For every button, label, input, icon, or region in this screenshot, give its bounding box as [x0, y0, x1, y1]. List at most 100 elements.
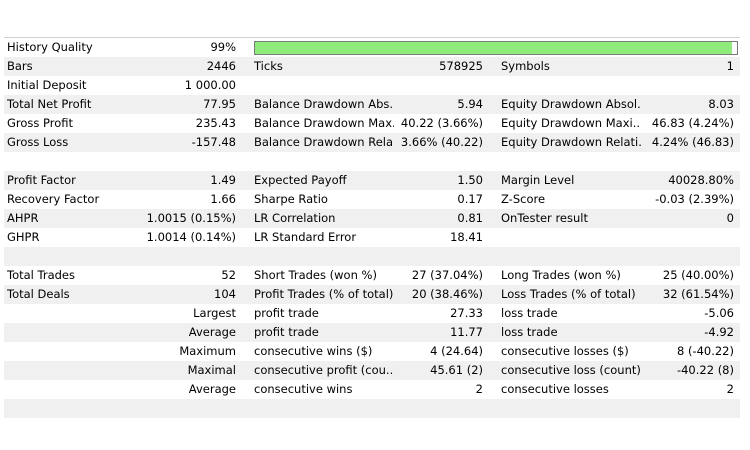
- report-cell-col2-value: [389, 247, 483, 266]
- report-cell-col3-label: [501, 76, 641, 95]
- report-row: Recovery Factor 1.66 Sharpe Ratio 0.17 Z-Sco…: [4, 190, 740, 209]
- report-cell-col3-value: 0: [726, 211, 734, 225]
- report-cell-col2-label: profit trade: [254, 306, 319, 320]
- report-cell-col3-label: Equity Drawdown Relati...: [501, 135, 641, 149]
- report-cell-col2-label: Short Trades (won %): [254, 268, 377, 282]
- report-row: Maximum consecutive wins ($) 4 (24.64) cons…: [4, 342, 740, 361]
- report-cell-col1-value: 1.66: [210, 192, 236, 206]
- report-cell-col3-value: 32 (61.54%): [662, 287, 734, 301]
- report-cell-col1-label: Bars: [7, 59, 33, 73]
- report-cell-col2-value: 3.66% (40.22): [400, 135, 483, 149]
- report-cell-col3-value: -5.06: [704, 306, 734, 320]
- report-cell-col3-label: [501, 228, 641, 247]
- report-cell-col1-value: Maximum: [179, 344, 236, 358]
- report-row: AHPR 1.0015 (0.15%) LR Correlation 0.81 OnTe…: [4, 209, 740, 228]
- history-quality-bar: [254, 41, 738, 55]
- report-cell-col2-value: [389, 152, 483, 171]
- report-cell-col2-label: [254, 152, 394, 171]
- report-cell-col2-label: Sharpe Ratio: [254, 192, 328, 206]
- report-row: Gross Loss -157.48 Balance Drawdown Rela..…: [4, 133, 740, 152]
- report-cell-col2-label: LR Standard Error: [254, 230, 357, 244]
- report-cell-col2-value: 45.61 (2): [430, 363, 483, 377]
- history-quality-label: History Quality: [7, 40, 93, 54]
- report-cell-col1-label: Initial Deposit: [7, 78, 87, 92]
- report-cell-col1-value: 52: [221, 268, 236, 282]
- report-cell-col1-value: 1.0014 (0.14%): [146, 230, 236, 244]
- report-cell-col3-label: Z-Score: [501, 192, 546, 206]
- report-cell-col3-label: consecutive losses ($): [501, 344, 629, 358]
- report-cell-col1-value: Average: [188, 325, 236, 339]
- report-cell-col1-value: 1.0015 (0.15%): [146, 211, 236, 225]
- report-cell-col2-label: consecutive wins: [254, 382, 353, 396]
- report-cell-col3-label: OnTester result: [501, 211, 588, 225]
- report-cell-col2-label: Balance Drawdown Abs...: [254, 97, 394, 111]
- report-cell-col1-label: Profit Factor: [7, 173, 76, 187]
- report-row: [4, 247, 740, 266]
- report-row: Bars 2446 Ticks 578925 Symbols 1: [4, 57, 740, 76]
- report-cell-col3-value: 40028.80%: [668, 173, 734, 187]
- report-cell-col2-value: 20 (38.46%): [411, 287, 483, 301]
- report-cell-col3-value: [636, 152, 734, 171]
- report-cell-col3-value: 25 (40.00%): [662, 268, 734, 282]
- report-cell-col2-value: 40.22 (3.66%): [400, 116, 483, 130]
- report-row: Maximal consecutive profit (cou... 45.61 (…: [4, 361, 740, 380]
- report-cell-col2-label: [254, 76, 394, 95]
- report-cell-col2-label: Balance Drawdown Rela...: [254, 135, 394, 149]
- report-cell-col1-value: 1.49: [210, 173, 236, 187]
- report-cell-col3-value: 8.03: [708, 97, 734, 111]
- report-cell-col2-value: 0.17: [457, 192, 483, 206]
- report-cell-col3-value: 2: [726, 382, 734, 396]
- report-cell-col1-label: Total Trades: [7, 268, 75, 282]
- report-cell-col1-label: Gross Profit: [7, 116, 74, 130]
- report-cell-col1-value: -157.48: [191, 135, 236, 149]
- report-row: Total Deals 104 Profit Trades (% of total)…: [4, 285, 740, 304]
- report-cell-col3-value: 8 (-40.22): [676, 344, 734, 358]
- report-cell-col2-value: 2: [475, 382, 483, 396]
- report-cell-col1-value: 104: [214, 287, 236, 301]
- report-cell-col3-value: [636, 399, 734, 418]
- report-cell-col3-value: [636, 228, 734, 247]
- report-cell-col1-value: 235.43: [195, 116, 236, 130]
- report-cell-col3-value: 1: [726, 59, 734, 73]
- report-cell-col3-value: [636, 247, 734, 266]
- report-row: [4, 399, 740, 418]
- report-cell-col3-value: -0.03 (2.39%): [655, 192, 734, 206]
- report-cell-col1-value: [104, 247, 236, 266]
- history-quality-bar-fill: [255, 42, 733, 54]
- report-cell-col2-value: [389, 76, 483, 95]
- report-cell-col1-value: Average: [188, 382, 236, 396]
- report-cell-col1-label: Gross Loss: [7, 135, 69, 149]
- report-cell-col3-label: Margin Level: [501, 173, 575, 187]
- report-cell-col3-label: consecutive loss (count): [501, 363, 641, 377]
- report-cell-col1-value: Largest: [193, 306, 236, 320]
- report-cell-col2-value: 4 (24.64): [430, 344, 483, 358]
- report-row: Total Net Profit 77.95 Balance Drawdown Ab…: [4, 95, 740, 114]
- report-cell-col3-value: -4.92: [704, 325, 734, 339]
- report-cell-col2-value: [389, 399, 483, 418]
- report-cell-col2-value: 578925: [439, 59, 483, 73]
- report-cell-col2-label: Ticks: [254, 59, 283, 73]
- report-cell-col1-label: AHPR: [7, 211, 39, 225]
- report-cell-col3-label: [501, 247, 641, 266]
- report-cell-col1-value: [104, 152, 236, 171]
- report-top-border: [4, 37, 740, 38]
- report-cell-col1-value: 77.95: [203, 97, 236, 111]
- report-cell-col3-label: consecutive losses: [501, 382, 609, 396]
- report-row: [4, 152, 740, 171]
- report-cell-col3-label: loss trade: [501, 306, 558, 320]
- report-cell-col1-label: Recovery Factor: [7, 192, 100, 206]
- report-cell-col2-value: 5.94: [457, 97, 483, 111]
- report-cell-col2-label: LR Correlation: [254, 211, 336, 225]
- report-cell-col1-value: 1 000.00: [184, 78, 236, 92]
- tester-report-table: History Quality 99% Bars 2446 Ticks 578925 S…: [4, 38, 740, 418]
- report-cell-col3-value: 4.24% (46.83): [651, 135, 734, 149]
- report-cell-col1-label: Total Net Profit: [7, 97, 92, 111]
- report-cell-col3-value: 46.83 (4.24%): [651, 116, 734, 130]
- report-cell-col3-label: [501, 399, 641, 418]
- report-row: Profit Factor 1.49 Expected Payoff 1.50 Marg…: [4, 171, 740, 190]
- report-cell-col3-label: Symbols: [501, 59, 550, 73]
- report-cell-col3-label: Loss Trades (% of total): [501, 287, 636, 301]
- report-cell-col3-label: loss trade: [501, 325, 558, 339]
- report-cell-col1-value: [104, 399, 236, 418]
- report-cell-col2-label: Profit Trades (% of total): [254, 287, 394, 301]
